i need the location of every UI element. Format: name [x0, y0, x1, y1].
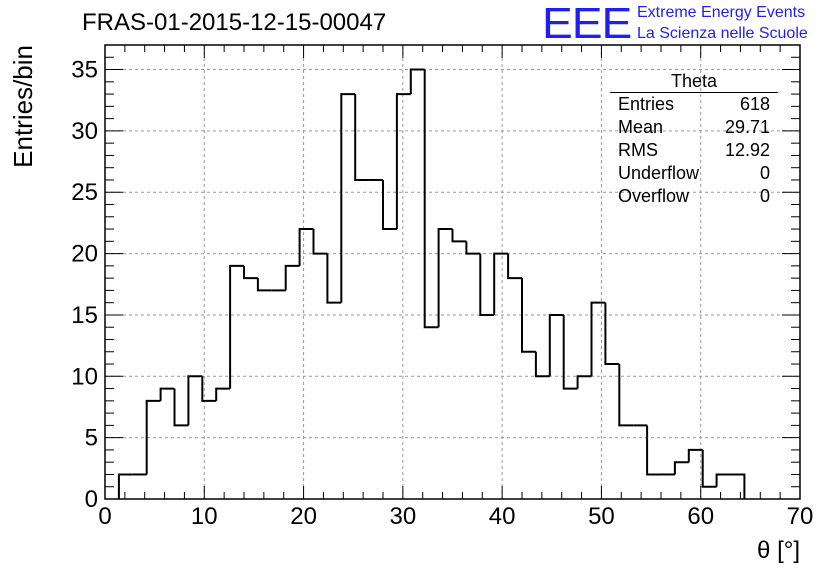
histogram-bin [354, 94, 370, 181]
histogram-bin [701, 449, 717, 488]
x-tick-label: 10 [191, 503, 218, 530]
histogram-bin [604, 302, 620, 366]
x-tick-label: 30 [390, 503, 417, 530]
histogram-bin [715, 473, 731, 487]
histogram-bin [382, 179, 397, 231]
stats-value: 12.92 [724, 140, 770, 160]
axis-ticks [104, 44, 801, 500]
histogram-bin [409, 68, 425, 95]
x-tick-label: 50 [588, 503, 615, 530]
histogram-bin [534, 351, 550, 378]
histogram-bin [548, 313, 564, 377]
stats-row-overflow: Overflow 0 [610, 185, 778, 208]
histogram-bin [423, 69, 439, 329]
x-tick-label: 0 [98, 503, 111, 530]
stats-row-rms: RMS 12.92 [610, 139, 778, 162]
histogram-bin [173, 388, 189, 427]
histogram-bin [521, 278, 536, 353]
stats-value: 0 [759, 163, 770, 183]
grid-lines [105, 45, 800, 499]
histogram-bin [618, 364, 634, 427]
x-tick-label: 40 [489, 503, 516, 530]
histogram-bin [576, 375, 592, 389]
histogram-bin [159, 387, 175, 401]
histogram-bin [187, 375, 203, 426]
logo-subtitle-line1: Extreme Energy Events [637, 4, 806, 21]
histogram-outline [117, 68, 746, 499]
histogram-bin [256, 278, 272, 292]
stats-value: 29.71 [724, 117, 770, 137]
stats-title: Theta [610, 70, 778, 93]
histogram-bin [201, 376, 217, 402]
eee-logo: EEE [542, 0, 632, 48]
stats-box: Theta Entries 618 Mean 29.71 RMS 12.92 U… [610, 70, 778, 208]
histogram-bin [507, 253, 522, 280]
histogram-bin [229, 264, 244, 389]
histogram-bin [312, 229, 328, 255]
histogram-bin [395, 93, 411, 230]
y-tick-label: 0 [85, 486, 98, 513]
x-axis-label: θ [°] [757, 537, 800, 564]
logo-subtitle-line2: La Scienza nelle Scuole [637, 25, 808, 42]
histogram-bin [284, 264, 300, 291]
histogram-bin [465, 241, 481, 255]
histogram-bin [215, 387, 231, 401]
y-tick-label: 15 [71, 302, 98, 329]
y-tick-label: 5 [85, 425, 98, 452]
stats-value: 0 [759, 186, 770, 206]
plot-frame [104, 44, 801, 500]
histogram-bin [145, 399, 161, 475]
stats-row-entries: Entries 618 [610, 93, 778, 116]
histogram-bin [451, 229, 467, 243]
y-tick-label: 20 [71, 241, 98, 268]
y-tick-label: 35 [71, 57, 98, 84]
histogram-bin [590, 301, 606, 377]
chart-title: FRAS-01-2015-12-15-00047 [82, 9, 387, 36]
histogram-bin [437, 228, 453, 328]
stats-label: Overflow [618, 186, 690, 206]
histogram-bin [326, 253, 342, 304]
y-axis-label: Entries/bin [8, 45, 38, 168]
stats-row-underflow: Underflow 0 [610, 162, 778, 185]
y-tick-label: 30 [71, 118, 98, 145]
histogram-bin [479, 253, 495, 316]
y-tick-label: 10 [71, 363, 98, 390]
y-tick-label: 25 [71, 179, 98, 206]
x-tick-label: 70 [787, 503, 814, 530]
stats-label: Underflow [618, 163, 700, 183]
stats-label: Entries [618, 94, 675, 114]
histogram-bin [673, 461, 689, 475]
histogram-bin [298, 228, 314, 266]
stats-label: Mean [618, 117, 664, 137]
histogram-bin [646, 425, 661, 476]
x-tick-labels: 0 10 20 30 40 50 60 70 [98, 503, 813, 530]
stats-label: RMS [618, 140, 658, 160]
histogram-bin [730, 473, 746, 499]
x-tick-label: 60 [687, 503, 714, 530]
histogram-bin [117, 473, 133, 499]
x-tick-label: 20 [290, 503, 317, 530]
histogram-bin [562, 314, 578, 390]
histogram-bin [340, 93, 356, 303]
y-tick-labels: 0 5 10 15 20 25 30 35 [71, 57, 98, 513]
histogram-bin [243, 265, 258, 280]
histogram-bin [687, 448, 703, 463]
histogram-bin [493, 252, 509, 315]
stats-row-mean: Mean 29.71 [610, 116, 778, 139]
stats-value: 618 [739, 94, 770, 114]
